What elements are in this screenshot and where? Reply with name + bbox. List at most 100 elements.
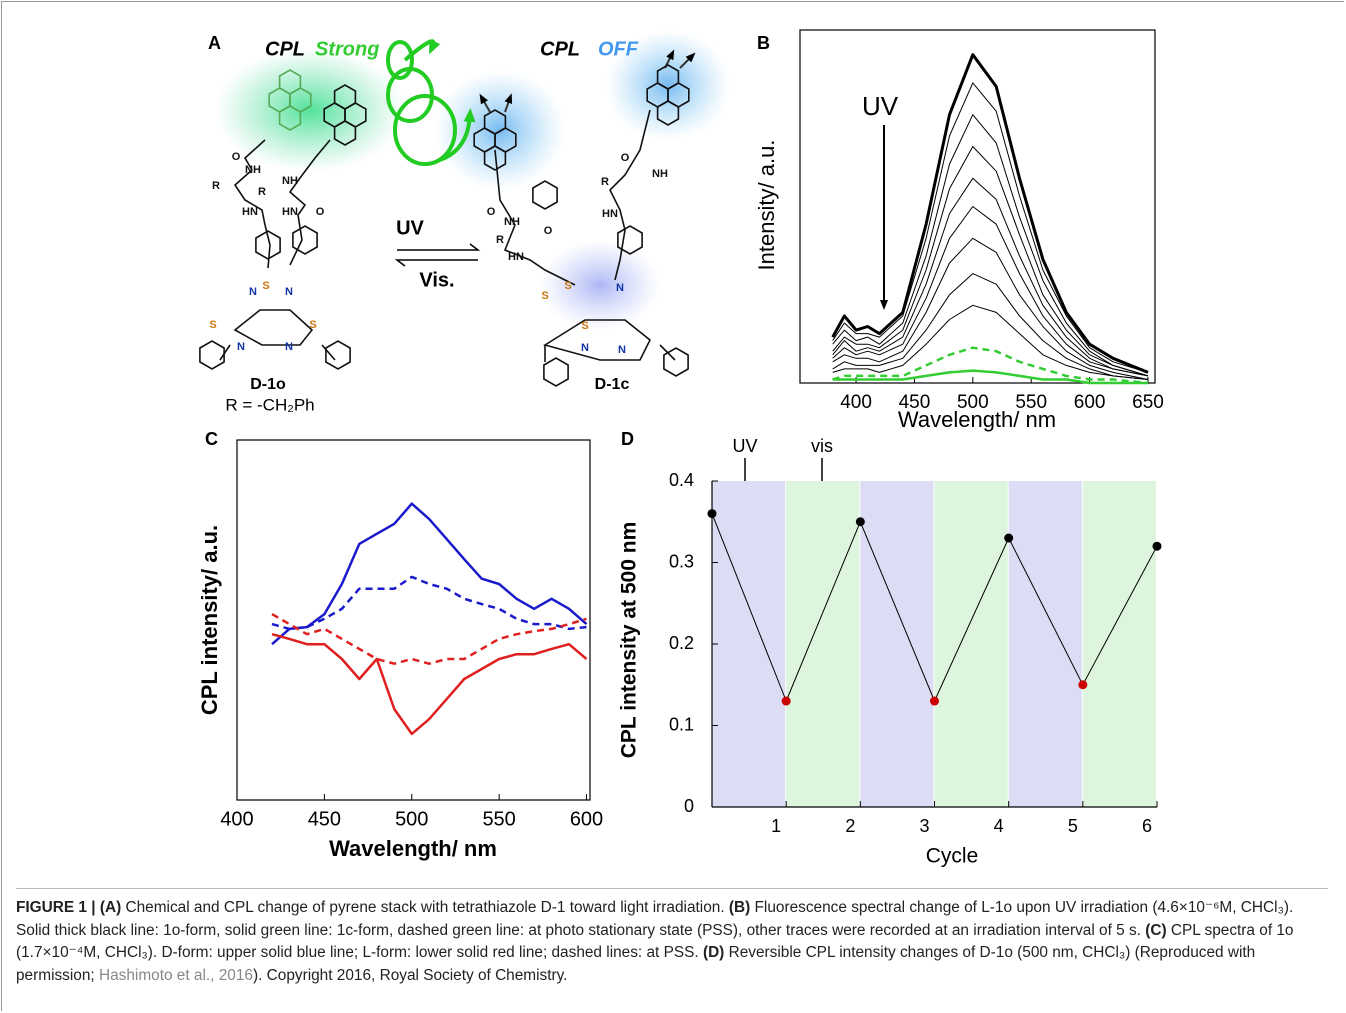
atom-label: O	[621, 152, 630, 164]
atom-label: NH	[245, 164, 261, 176]
band	[786, 481, 860, 807]
band	[1082, 481, 1156, 807]
x-tick-label: 600	[570, 808, 603, 830]
atom-label: HN	[602, 208, 618, 220]
glow	[435, 70, 565, 190]
ring	[656, 100, 680, 126]
caption-label: FIGURE 1 | (A)	[16, 899, 122, 916]
x-tick-label: 5	[1068, 816, 1078, 836]
marker	[1004, 533, 1014, 543]
series-line	[832, 114, 1149, 377]
backward-arrow	[394, 259, 478, 267]
x-tick-label: 550	[482, 808, 515, 830]
series-line	[832, 237, 1149, 380]
atom-label: O	[316, 206, 325, 218]
ring	[333, 120, 357, 146]
cpl-label: CPL	[265, 38, 305, 60]
backward-label: Vis.	[419, 269, 454, 291]
substituent: R = -CH₂Ph	[225, 395, 314, 414]
x-tick-label: 4	[994, 816, 1004, 836]
caption-label: (C)	[1145, 921, 1167, 939]
ring	[483, 109, 507, 135]
compound-name: D-1o	[250, 376, 286, 393]
annotation: vis	[811, 436, 833, 456]
series-line	[832, 304, 1149, 380]
atom-label: HN	[282, 206, 298, 218]
caption-label: (D)	[702, 944, 725, 961]
series-line	[832, 206, 1149, 377]
ring	[333, 84, 357, 110]
atom-label: O	[544, 225, 553, 237]
atom-label: S	[262, 280, 269, 292]
x-tick-label: 400	[840, 392, 872, 413]
atom-label: O	[232, 151, 241, 163]
atom-label: O	[487, 206, 496, 218]
marker	[707, 509, 717, 519]
series-line	[271, 502, 588, 646]
atom-label: R	[601, 176, 609, 188]
y-tick-label: 0.3	[669, 551, 694, 571]
y-axis-label: CPL intensity/ a.u.	[197, 525, 222, 715]
atom-label: N	[581, 342, 589, 354]
ring	[199, 340, 225, 370]
x-tick-label: 650	[1132, 392, 1164, 413]
x-tick-label: 3	[919, 816, 929, 836]
series-line	[832, 369, 1148, 385]
ring	[532, 180, 558, 210]
atom-label: N	[237, 341, 245, 353]
band	[1008, 481, 1082, 807]
y-axis-label: CPL intensity at 500 nm	[618, 522, 641, 759]
y-tick-label: 0	[684, 796, 694, 816]
x-tick-label: 450	[899, 392, 931, 413]
glow	[540, 240, 660, 330]
marker	[1152, 541, 1162, 551]
atom-label: R	[496, 234, 504, 246]
forward-arrow	[397, 243, 481, 251]
atom-label: R	[258, 186, 266, 198]
atom-label: N	[616, 282, 624, 294]
plot-frame	[236, 439, 591, 801]
x-tick-label: 600	[1074, 392, 1106, 413]
atom-label: S	[564, 280, 571, 292]
atom-label: NH	[282, 175, 298, 187]
ring	[278, 69, 302, 95]
ring	[656, 64, 680, 90]
marker	[930, 696, 939, 706]
caption-text: Chemical and CPL change of pyrene stack …	[121, 899, 729, 916]
caption-text: ). Copyright 2016, Royal Society of Chem…	[252, 966, 568, 984]
x-tick-label: 6	[1142, 816, 1152, 836]
atom-label: S	[309, 319, 316, 331]
atom-label: N	[618, 344, 626, 356]
ring	[292, 225, 318, 255]
ring	[255, 230, 281, 260]
citation-link[interactable]: Hashimoto et al., 2016	[98, 966, 253, 984]
ring	[483, 145, 507, 171]
y-tick-label: 0.2	[669, 633, 694, 653]
annotation: UV	[862, 91, 899, 121]
ring	[278, 105, 302, 131]
atom-label: HN	[508, 251, 524, 263]
x-tick-label: 400	[220, 808, 253, 830]
x-axis-label: Cycle	[926, 845, 979, 868]
atom-label: N	[249, 286, 257, 298]
atom-label: NH	[504, 216, 520, 228]
y-tick-label: 0.4	[669, 470, 694, 490]
caption-text: CPL spectra of 1o (1.7×10⁻⁴M, CHCl₃). D-…	[16, 921, 1294, 962]
atom-label: NH	[652, 168, 668, 180]
series-line	[832, 346, 1149, 385]
panel-letter: D	[621, 429, 634, 449]
x-axis-label: Wavelength/ nm	[898, 407, 1056, 432]
series-line	[832, 146, 1149, 377]
series-line	[271, 632, 588, 736]
x-tick-label: 500	[957, 392, 989, 413]
band	[860, 481, 934, 807]
x-tick-label: 2	[845, 816, 855, 836]
atom-label: S	[541, 290, 548, 302]
plot-frame	[799, 29, 1156, 384]
series-line	[831, 53, 1149, 374]
cpl-state: Strong	[315, 38, 379, 60]
cpl-label: CPL	[540, 38, 580, 60]
glow	[606, 30, 730, 140]
series-line	[271, 613, 587, 665]
